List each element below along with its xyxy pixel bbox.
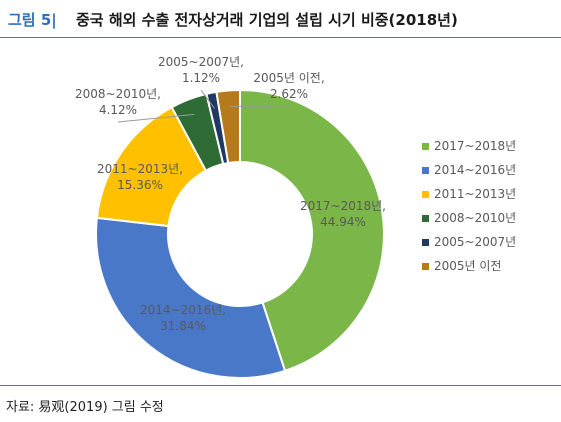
figure-label: 그림 5| xyxy=(8,11,57,29)
leader-line-3 xyxy=(117,113,195,123)
legend-label-2: 2011~2013년 xyxy=(434,187,516,201)
legend-label-4: 2005~2007년 xyxy=(434,235,516,249)
slice-value-5: 2.62% xyxy=(270,87,308,101)
legend-swatch-2 xyxy=(422,191,429,198)
slice-value-3: 4.12% xyxy=(99,103,137,117)
slice-value-4: 1.12% xyxy=(182,71,220,85)
bottom-rule xyxy=(0,385,561,386)
slice-value-1: 31.84% xyxy=(160,319,206,333)
slice-label-1: 2014~2016년, xyxy=(140,303,226,317)
top-rule xyxy=(0,37,561,38)
slice-label-2: 2011~2013년, xyxy=(97,162,183,176)
title-bar: 그림 5| 중국 해외 수출 전자상거래 기업의 설립 시기 비중(2018년) xyxy=(0,0,561,38)
slice-label-5: 2005년 이전, xyxy=(253,71,324,85)
slice-label-3: 2008~2010년, xyxy=(75,87,161,101)
legend-label-3: 2008~2010년 xyxy=(434,211,516,225)
slice-label-4: 2005~2007년, xyxy=(158,55,244,69)
slice-1 xyxy=(95,216,287,379)
legend-swatch-1 xyxy=(422,167,429,174)
legend-label-1: 2014~2016년 xyxy=(434,163,516,177)
legend-label-5: 2005년 이전 xyxy=(434,259,501,273)
slice-label-0: 2017~2018년, xyxy=(300,199,386,213)
chart-area: 2017~2018년, 44.94% 2014~2016년, 31.84% 2011~2… xyxy=(0,38,561,385)
donut-chart: 2017~2018년, 44.94% 2014~2016년, 31.84% 2011~2… xyxy=(75,55,516,379)
slice-value-2: 15.36% xyxy=(117,178,163,192)
legend-swatch-0 xyxy=(422,143,429,150)
slice-value-0: 44.94% xyxy=(320,215,366,229)
legend-swatch-4 xyxy=(422,239,429,246)
legend-swatch-3 xyxy=(422,215,429,222)
source-note: 자료: 易观(2019) 그림 수정 xyxy=(6,400,164,415)
legend-swatch-5 xyxy=(422,263,429,270)
slice-0 xyxy=(239,88,385,373)
slice-5 xyxy=(215,88,241,165)
leader-line-4 xyxy=(200,89,215,109)
legend-label-0: 2017~2018년 xyxy=(434,139,516,153)
figure-title: 중국 해외 수출 전자상거래 기업의 설립 시기 비중(2018년) xyxy=(76,11,458,29)
